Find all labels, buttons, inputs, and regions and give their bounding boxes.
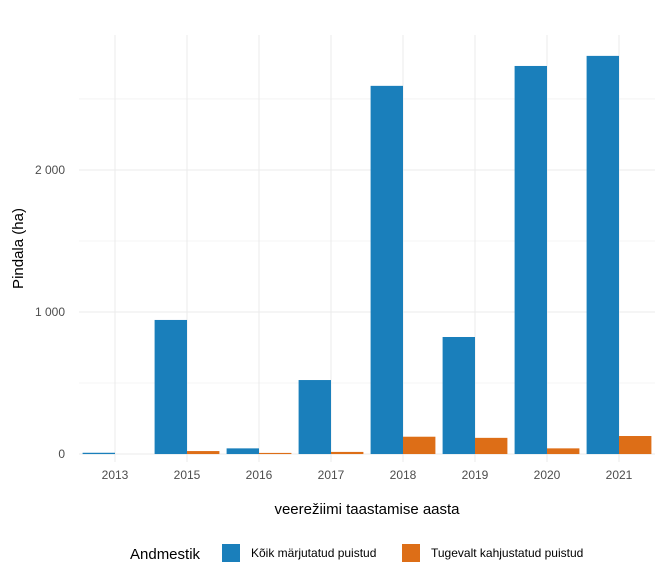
y-tick-label: 0 [58,447,65,461]
x-tick-label: 2016 [246,468,273,482]
bar-damaged-2020 [547,448,580,455]
bar-damaged-2015 [187,451,220,455]
legend-label: Kõik märjutatud puistud [251,546,376,560]
bar-all-2017 [298,380,331,455]
bar-damaged-2019 [475,437,508,455]
legend-swatch [222,544,240,562]
bar-all-2019 [442,336,475,455]
x-tick-label: 2017 [318,468,345,482]
x-tick-label: 2021 [606,468,633,482]
bar-all-2016 [226,448,259,455]
x-tick-label: 2015 [174,468,201,482]
legend-label: Tugevalt kahjustatud puistud [431,546,583,560]
bar-all-2015 [154,319,187,455]
y-axis-title: Pindala (ha) [10,208,27,289]
y-tick-label: 1 000 [35,305,65,319]
x-tick-label: 2019 [462,468,489,482]
bar-damaged-2017 [331,451,364,455]
bar-damaged-2018 [403,436,436,455]
x-tick-label: 2013 [102,468,129,482]
x-tick-label: 2018 [390,468,417,482]
legend-title: Andmestik [130,546,201,563]
bar-damaged-2021 [619,436,652,455]
legend-swatch [402,544,420,562]
bar-all-2020 [514,65,547,455]
y-tick-label: 2 000 [35,163,65,177]
bar-all-2013 [82,452,115,455]
x-axis-title: veerežiimi taastamise aasta [274,501,460,518]
bar-all-2021 [586,55,619,455]
bar-all-2018 [370,85,403,455]
x-tick-label: 2020 [534,468,561,482]
bar-damaged-2016 [259,452,292,455]
